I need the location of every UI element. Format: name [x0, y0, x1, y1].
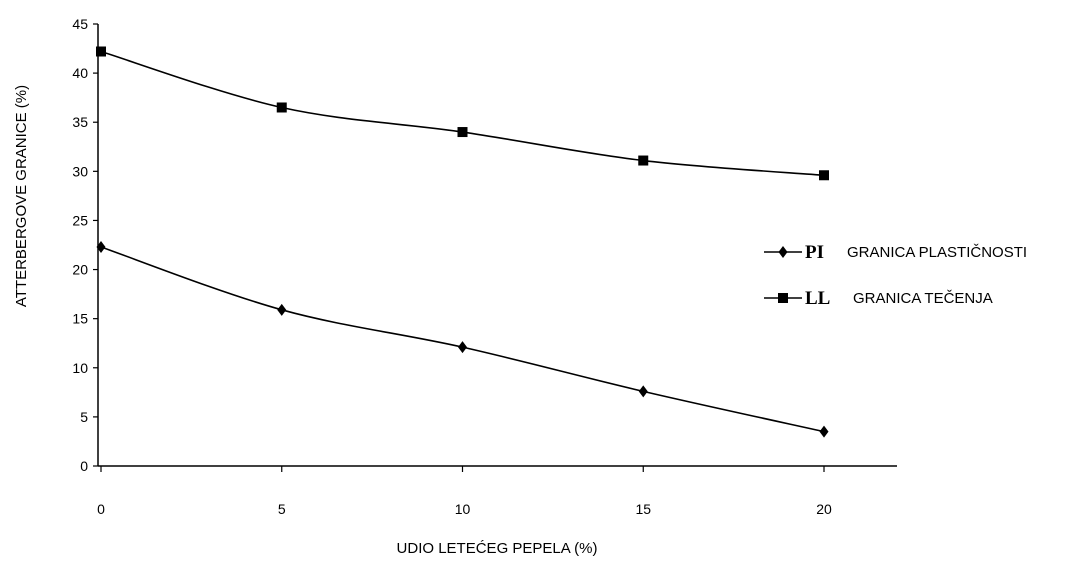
x-tick-label: 15	[635, 501, 651, 517]
legend-marker	[778, 246, 788, 258]
y-tick-label: 30	[72, 163, 88, 179]
y-tick-label: 5	[80, 409, 88, 425]
y-axis-ticks: 0 5 10 15 20 25 30 35 40 45	[72, 16, 98, 474]
series-layer	[96, 46, 829, 438]
x-tick-label: 0	[97, 501, 105, 517]
series-line-pi	[100, 246, 825, 433]
legend-label: GRANICA TEČENJA	[853, 290, 993, 307]
series-ll	[96, 46, 829, 181]
series-pi	[96, 240, 829, 438]
x-tick-label: 20	[816, 501, 832, 517]
y-tick-label: 15	[72, 311, 88, 327]
x-tick-label: 5	[278, 501, 286, 517]
y-tick-label: 0	[80, 458, 88, 474]
data-point-ll	[96, 46, 106, 57]
y-tick-label: 35	[72, 114, 88, 130]
data-point-ll	[819, 170, 829, 181]
legend-item-ll: LL GRANICA TEČENJA	[764, 288, 993, 309]
data-point-pi	[96, 240, 106, 253]
x-axis-title: UDIO LETEĆEG PEPELA (%)	[397, 540, 598, 557]
data-point-pi	[819, 425, 829, 438]
data-point-ll	[638, 155, 649, 166]
legend-label: GRANICA PLASTIČNOSTI	[847, 244, 1027, 261]
data-point-ll	[276, 102, 287, 113]
y-axis-title: ATTERBERGOVE GRANICE (%)	[13, 85, 30, 307]
x-axis-ticks: 0 5 10 15 20	[97, 466, 832, 517]
legend-marker	[778, 293, 788, 303]
y-tick-label: 40	[72, 65, 88, 81]
x-tick-label: 10	[455, 501, 471, 517]
y-tick-label: 20	[72, 262, 88, 278]
legend-code: LL	[805, 288, 830, 309]
legend: PI GRANICA PLASTIČNOSTI LL GRANICA TEČENJA	[764, 242, 1027, 309]
y-tick-label: 25	[72, 212, 88, 228]
y-tick-label: 10	[72, 360, 88, 376]
data-point-pi	[638, 385, 648, 398]
data-point-pi	[458, 341, 467, 354]
data-point-ll	[457, 127, 468, 138]
legend-code: PI	[805, 242, 824, 263]
legend-item-pi: PI GRANICA PLASTIČNOSTI	[764, 242, 1027, 263]
y-tick-label: 45	[72, 16, 88, 32]
data-point-pi	[277, 303, 287, 316]
series-line-ll	[100, 50, 825, 177]
